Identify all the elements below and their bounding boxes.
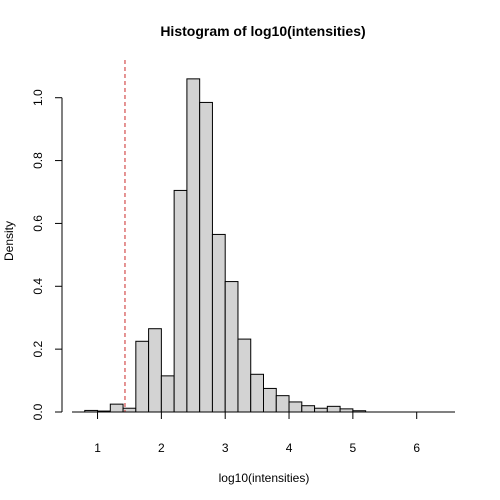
x-tick-label: 3 xyxy=(222,441,229,455)
histogram-bar xyxy=(225,282,238,412)
x-tick-label: 2 xyxy=(158,441,165,455)
histogram-bar xyxy=(251,374,264,412)
x-axis: 1 2 3 4 5 6 xyxy=(72,412,455,455)
x-tick-label: 1 xyxy=(94,441,101,455)
x-tick-label: 6 xyxy=(413,441,420,455)
histogram-bar xyxy=(327,406,340,412)
histogram-bar xyxy=(200,102,213,412)
histogram-bar xyxy=(161,376,174,412)
histogram-bar xyxy=(315,408,328,412)
y-axis-label: Density xyxy=(2,221,16,261)
histogram-bar xyxy=(276,396,289,412)
bars-group xyxy=(85,79,366,412)
y-tick-label: 0.2 xyxy=(31,340,45,357)
y-tick-label: 1.0 xyxy=(31,89,45,106)
y-tick-label: 0.6 xyxy=(31,215,45,232)
histogram-bar xyxy=(212,234,225,412)
histogram-bar xyxy=(302,406,315,412)
histogram-bar xyxy=(187,79,200,412)
histogram-bar xyxy=(110,404,123,412)
x-tick-label: 4 xyxy=(286,441,293,455)
histogram-bar xyxy=(136,341,149,412)
x-axis-label: log10(intensities) xyxy=(219,471,310,485)
y-tick-label: 0.4 xyxy=(31,278,45,295)
x-tick-label: 5 xyxy=(350,441,357,455)
histogram-bar xyxy=(289,402,302,412)
histogram-bar xyxy=(264,388,277,412)
chart-title: Histogram of log10(intensities) xyxy=(160,23,365,39)
histogram-bar xyxy=(238,339,251,412)
y-tick-label: 0.0 xyxy=(31,403,45,420)
y-axis: 0.0 0.2 0.4 0.6 0.8 1.0 xyxy=(31,89,62,420)
y-tick-label: 0.8 xyxy=(31,152,45,169)
histogram-bar xyxy=(149,329,162,412)
histogram-bar xyxy=(174,190,187,412)
